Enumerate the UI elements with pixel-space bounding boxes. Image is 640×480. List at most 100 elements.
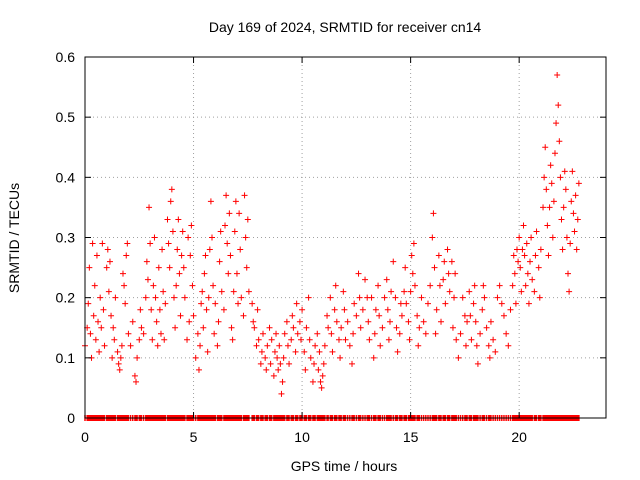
data-point: [440, 276, 447, 283]
data-point: [235, 300, 242, 307]
data-point: [199, 288, 206, 295]
data-point: [262, 354, 269, 361]
data-point: [137, 306, 144, 313]
data-point: [173, 282, 180, 289]
data-point: [255, 336, 262, 343]
x-axis-ticks: 0 5 10 15 20: [81, 57, 527, 445]
data-point: [317, 378, 324, 385]
data-point: [184, 336, 191, 343]
data-point: [525, 300, 532, 307]
data-point: [332, 282, 339, 289]
data-point: [321, 342, 328, 349]
data-point: [174, 246, 181, 253]
data-point: [518, 288, 525, 295]
data-point: [267, 360, 274, 367]
data-point: [402, 264, 409, 271]
data-point: [309, 378, 316, 385]
data-point: [515, 258, 522, 265]
data-point: [544, 222, 551, 229]
data-point: [200, 324, 207, 331]
data-point: [314, 330, 321, 337]
data-point: [100, 306, 107, 313]
data-point: [393, 324, 400, 331]
data-point: [111, 336, 118, 343]
data-point: [414, 312, 421, 319]
data-point: [222, 222, 229, 229]
data-point: [223, 192, 230, 199]
data-point: [90, 312, 97, 319]
data-point: [362, 276, 369, 283]
data-point: [244, 216, 251, 223]
data-point: [93, 252, 100, 259]
data-point: [125, 330, 132, 337]
data-point: [498, 300, 505, 307]
data-point: [101, 342, 108, 349]
data-point: [253, 342, 260, 349]
data-point: [565, 270, 572, 277]
data-point: [217, 228, 224, 235]
data-point: [302, 366, 309, 373]
chart-title: Day 169 of 2024, SRMTID for receiver cn1…: [209, 19, 482, 35]
data-point: [446, 288, 453, 295]
data-point: [153, 318, 160, 325]
data-point: [537, 246, 544, 253]
data-point: [136, 336, 143, 343]
data-point: [492, 348, 499, 355]
x-tick-label: 10: [294, 429, 310, 445]
data-point: [89, 240, 96, 247]
data-point: [149, 336, 156, 343]
data-point: [190, 312, 197, 319]
data-point: [340, 288, 347, 295]
data-point: [341, 306, 348, 313]
data-point: [451, 294, 458, 301]
data-point: [543, 186, 550, 193]
data-point: [178, 252, 185, 259]
data-point: [457, 330, 464, 337]
data-points: [82, 72, 582, 397]
data-point: [109, 354, 116, 361]
data-point: [119, 270, 126, 277]
data-point: [290, 324, 297, 331]
data-point: [540, 204, 547, 211]
data-point: [397, 300, 404, 307]
data-point: [258, 348, 265, 355]
data-point: [104, 246, 111, 253]
data-point: [532, 252, 539, 259]
data-point: [283, 318, 290, 325]
data-point: [522, 282, 529, 289]
data-point: [276, 342, 283, 349]
data-point: [257, 360, 264, 367]
data-point: [138, 324, 145, 331]
data-point: [315, 366, 322, 373]
data-point: [505, 342, 512, 349]
data-point: [431, 264, 438, 271]
data-point: [387, 318, 394, 325]
x-tick-label: 15: [403, 429, 419, 445]
data-point: [453, 336, 460, 343]
data-point: [212, 300, 219, 307]
data-point: [449, 324, 456, 331]
data-point: [216, 258, 223, 265]
data-point: [249, 300, 256, 307]
data-point: [103, 264, 110, 271]
data-point: [143, 258, 150, 265]
data-point: [144, 276, 151, 283]
data-point: [331, 306, 338, 313]
data-point: [288, 336, 295, 343]
data-point: [375, 282, 382, 289]
data-point: [466, 288, 473, 295]
data-point: [266, 324, 273, 331]
data-point: [486, 354, 493, 361]
data-point: [188, 222, 195, 229]
data-point: [156, 306, 163, 313]
data-point: [405, 318, 412, 325]
data-point: [324, 312, 331, 319]
data-point: [479, 306, 486, 313]
data-point: [516, 234, 523, 241]
data-point: [201, 270, 208, 277]
y-tick-label: 0.4: [56, 169, 76, 185]
data-point: [106, 258, 113, 265]
data-point: [329, 348, 336, 355]
data-point: [312, 342, 319, 349]
data-point: [181, 294, 188, 301]
